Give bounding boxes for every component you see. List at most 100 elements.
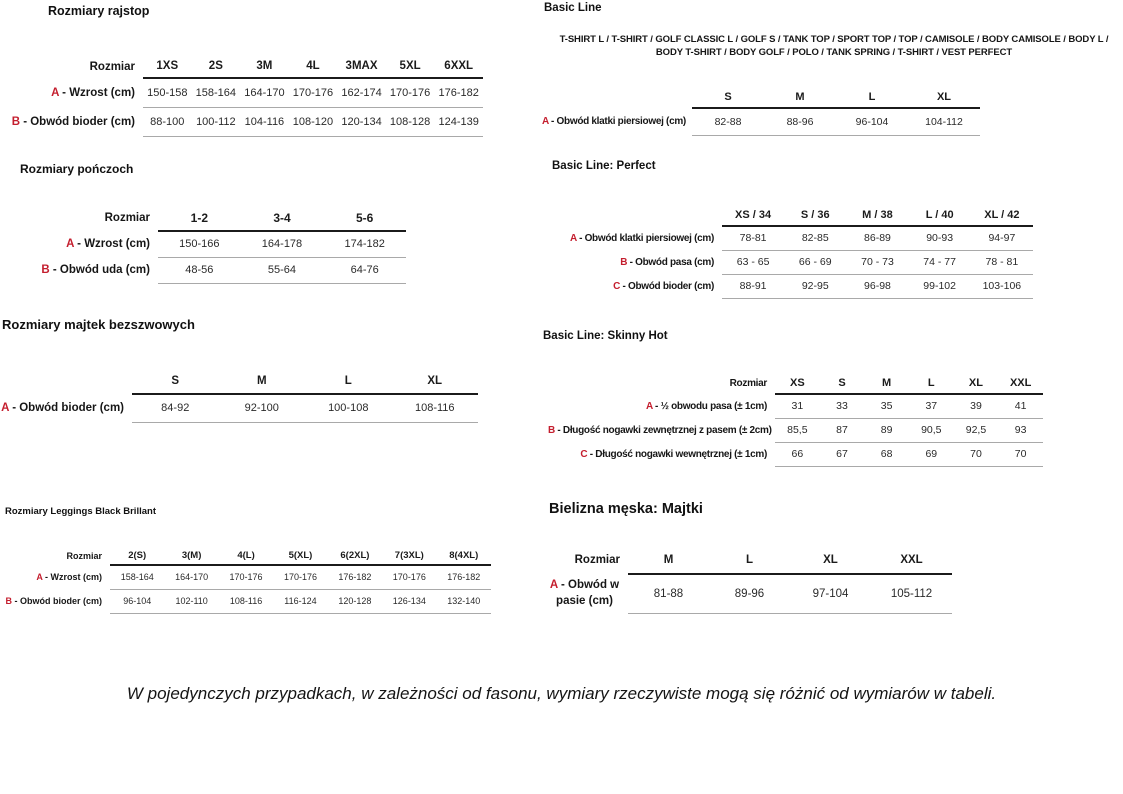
- size-label-header: Rozmiar: [104, 212, 150, 224]
- table-row: A - ½ obwodu pasa (± 1cm) 31 33 35 37 39 41: [548, 394, 1043, 419]
- size-value: 102-110: [164, 589, 219, 614]
- size-label-header: [542, 86, 692, 108]
- column-header: 4(L): [218, 546, 274, 566]
- column-header: 3-4: [240, 205, 324, 232]
- size-value: 170-176: [273, 565, 328, 590]
- basic-line-size-table: S M L XL A - Obwód klatki piersiowej (cm) 82-…: [542, 86, 980, 136]
- section-title-leggings: Rozmiary Leggings Black Brillant: [5, 506, 156, 517]
- section-title-basic-line: Basic Line: [544, 2, 602, 14]
- size-value: 176-182: [327, 565, 383, 590]
- size-value: 116-124: [273, 589, 328, 614]
- column-header: S: [132, 368, 219, 395]
- table-row: A - Obwód klatki piersiowej (cm) 82-88 88-…: [542, 108, 980, 136]
- size-value: 89-96: [709, 574, 790, 614]
- row-label: A - Obwód klatki piersiowej (cm): [570, 232, 714, 244]
- size-value: 108-116: [218, 589, 274, 614]
- size-value: 170-176: [218, 565, 274, 590]
- column-header: 6(2XL): [327, 546, 383, 566]
- size-value: 86-89: [846, 226, 909, 251]
- row-label: A - Obwód w pasie (cm): [549, 578, 620, 607]
- column-header: M: [218, 368, 305, 395]
- row-label: A - ½ obwodu pasa (± 1cm): [646, 400, 767, 412]
- size-value: 124-139: [434, 107, 483, 137]
- size-value: 120-128: [327, 589, 383, 614]
- column-header: XS: [775, 372, 820, 395]
- column-header: S: [692, 86, 764, 109]
- column-header: XL / 42: [970, 204, 1033, 227]
- row-label: A - Obwód klatki piersiowej (cm): [542, 116, 686, 127]
- size-value: 90-93: [908, 226, 971, 251]
- size-value: 108-120: [288, 107, 338, 137]
- size-value: 81-88: [628, 574, 709, 614]
- size-value: 82-88: [692, 108, 764, 136]
- size-value: 41: [998, 394, 1043, 419]
- skinny-hot-size-table: Rozmiar XS S M L XL XXL A - ½ obwodu pasa (± 1c…: [548, 372, 1043, 467]
- size-value: 170-176: [382, 565, 437, 590]
- section-title-basic-perfect: Basic Line: Perfect: [552, 160, 656, 172]
- size-value: 164-170: [240, 78, 289, 108]
- table-row: A - Wzrost (cm) 150-166 164-178 174-182: [0, 231, 406, 258]
- size-value: 74 - 77: [908, 250, 971, 275]
- size-table: Rozmiar M L XL XXL A - Obwód w pasie (cm) 81-8…: [545, 546, 952, 614]
- column-header: XXL: [998, 372, 1043, 395]
- column-header: 1-2: [158, 205, 241, 232]
- row-label: B - Obwód pasa (cm): [620, 256, 714, 268]
- size-value: 100-112: [191, 107, 241, 137]
- size-value: 78-81: [722, 226, 785, 251]
- size-value: 88-100: [143, 107, 192, 137]
- size-label-header: Rozmiar: [89, 60, 135, 73]
- size-value: 92-95: [784, 274, 847, 299]
- table-row: B - Długość nogawki zewnętrznej z pasem …: [548, 418, 1043, 443]
- size-value: 108-116: [391, 394, 478, 423]
- basic-line-product-list: T-SHIRT L / T-SHIRT / GOLF CLASSIC L / G…: [559, 34, 1109, 58]
- size-value: 31: [775, 394, 820, 419]
- column-header: 3MAX: [337, 55, 386, 79]
- size-value: 158-164: [110, 565, 165, 590]
- column-header: S / 36: [784, 204, 847, 227]
- table-row: B - Obwód uda (cm) 48-56 55-64 64-76: [0, 257, 406, 284]
- size-label-header: Rozmiar: [574, 554, 620, 566]
- row-label: B - Obwód bioder (cm): [5, 596, 103, 606]
- size-value: 104-112: [908, 108, 980, 136]
- row-label: B - Obwód bioder (cm): [11, 115, 135, 128]
- measure-letter: A: [66, 238, 74, 250]
- size-value: 37: [908, 394, 954, 419]
- ponczochy-size-table: Rozmiar 1-2 3-4 5-6 A - Wzrost (cm) 150-166 16…: [0, 205, 406, 284]
- size-value: 96-104: [836, 108, 908, 136]
- column-header: 1XS: [143, 55, 192, 79]
- size-value: 174-182: [323, 231, 406, 258]
- size-value: 39: [953, 394, 999, 419]
- size-value: 68: [864, 442, 909, 467]
- size-value: 93: [998, 418, 1043, 443]
- measure-letter: B: [11, 115, 20, 128]
- column-header: 2(S): [110, 546, 165, 566]
- section-title-majtek-bezszwowe: Rozmiary majtek bezszwowych: [2, 317, 195, 332]
- section-title-ponczochy: Rozmiary pończoch: [20, 162, 134, 176]
- size-table: XS / 34 S / 36 M / 38 L / 40 XL / 42 A - Obwó…: [570, 204, 1033, 299]
- table-row: B - Obwód pasa (cm) 63 - 65 66 - 69 70 - 73…: [570, 250, 1033, 275]
- size-value: 87: [819, 418, 865, 443]
- size-value: 126-134: [382, 589, 437, 614]
- size-value: 164-170: [164, 565, 219, 590]
- column-header: XL: [953, 372, 999, 395]
- measure-letter: A: [1, 402, 9, 414]
- measure-letter: A: [542, 116, 549, 127]
- size-value: 164-178: [240, 231, 324, 258]
- column-header: XL: [391, 368, 478, 395]
- size-value: 82-85: [784, 226, 847, 251]
- measure-letter: C: [613, 280, 620, 292]
- row-label: B - Obwód uda (cm): [41, 264, 150, 276]
- rajstopy-size-table: Rozmiar 1XS 2S 3M 4L 3MAX 5XL 6XXL A - Wzrost (c…: [0, 55, 483, 137]
- table-row: B - Obwód bioder (cm) 88-100 100-112 104-11…: [0, 107, 483, 137]
- measure-letter: B: [41, 264, 50, 276]
- size-table: Rozmiar 1XS 2S 3M 4L 3MAX 5XL 6XXL A - Wzrost (c…: [0, 55, 483, 137]
- size-value: 96-104: [110, 589, 165, 614]
- table-row: A - Obwód w pasie (cm) 81-88 89-96 97-104 10…: [545, 574, 952, 614]
- size-value: 94-97: [970, 226, 1033, 251]
- column-header: 3M: [240, 55, 289, 79]
- size-value: 103-106: [970, 274, 1033, 299]
- table-row: C - Obwód bioder (cm) 88-91 92-95 96-98 99-1…: [570, 274, 1033, 299]
- section-title-majtki-meskie: Bielizna męska: Majtki: [549, 501, 703, 517]
- size-value: 108-128: [385, 107, 435, 137]
